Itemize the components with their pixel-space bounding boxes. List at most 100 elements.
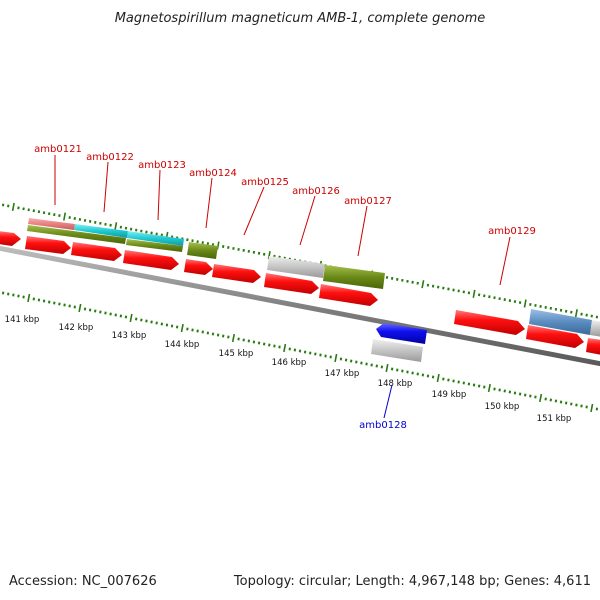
minor-tick [134,317,138,321]
minor-tick [349,359,353,363]
minor-tick [416,372,419,376]
genome-summary-text: Topology: circular; Length: 4,967,148 bp… [233,574,591,589]
minor-tick [1,291,5,295]
minor-tick [262,342,266,346]
cds-arrow-forward[interactable] [586,338,600,355]
minor-tick [585,405,588,409]
kbp-label: 143 kbp [112,331,147,341]
minor-tick [32,297,36,301]
cds-arrow-forward[interactable] [123,250,179,270]
gene-label[interactable]: amb0127 [344,196,392,207]
minor-tick [109,312,112,316]
major-tick [129,313,133,323]
gene-label-leaders [54,155,511,419]
cds-arrow-forward[interactable] [454,310,525,335]
minor-tick [114,313,117,317]
minor-tick [247,339,251,343]
minor-tick [595,407,599,411]
cds-arrow-forward[interactable] [212,264,261,283]
major-tick [11,202,15,211]
major-tick [539,393,543,403]
minor-tick [124,315,128,319]
kbp-label: 147 kbp [325,369,360,379]
major-tick [283,343,287,353]
minor-tick [457,380,460,384]
cds-arrow-forward[interactable] [184,259,213,275]
major-tick [63,212,67,221]
minor-tick [155,321,158,325]
cog-feature-grey-1[interactable] [267,256,325,278]
minor-tick [119,314,123,318]
cog-feature-olive-2[interactable] [126,239,183,252]
minor-tick [7,292,10,296]
rna-feature-pink[interactable] [28,218,75,230]
cog-feature-olive-4[interactable] [323,265,385,289]
kbp-label: 146 kbp [272,358,307,368]
cds-arrow-forward[interactable] [71,242,122,261]
gene-label[interactable]: amb0124 [189,168,237,179]
minor-tick [411,371,414,375]
minor-tick [452,379,455,383]
minor-tick [196,329,199,333]
gene-label[interactable]: amb0129 [488,226,536,237]
gene-label[interactable]: amb0125 [241,177,289,188]
gene-label[interactable]: amb0121 [34,144,82,155]
cds-arrow-forward[interactable] [264,273,319,294]
minor-tick [309,351,312,355]
cog-feature-olive-1[interactable] [27,225,126,244]
minor-tick [83,307,87,311]
minor-tick [150,320,153,324]
minor-tick [442,377,445,381]
minor-tick [406,370,409,374]
cds-arrow-forward[interactable] [319,284,378,306]
kbp-label: 141 kbp [5,315,40,325]
minor-tick [303,350,307,354]
gene-labels: amb0121 amb0122 amb0123 amb0124 amb0125 … [34,144,536,431]
minor-tick [401,369,404,373]
rna-feature-cyan-1[interactable] [74,224,128,238]
minor-tick [252,340,256,344]
gene-label[interactable]: amb0123 [138,160,186,171]
cog-feature-olive-3[interactable] [187,242,218,259]
minor-tick [12,293,15,297]
minor-tick [145,319,148,323]
minor-tick [498,388,501,392]
cog-feature-grey-3[interactable] [371,339,423,362]
cds-arrow-reverse[interactable] [376,323,427,344]
cds-arrow-forward[interactable] [25,236,71,254]
minor-tick [523,393,527,397]
cog-feature-grey-2[interactable] [590,320,600,337]
minor-tick [104,311,107,315]
major-tick [334,353,338,363]
minor-tick [37,298,41,302]
rna-feature-cyan-2[interactable] [127,231,184,246]
gene-label[interactable]: amb0128 [359,420,407,431]
major-tick [231,333,236,343]
minor-tick [68,304,71,308]
cds-arrow-forward[interactable] [0,231,21,246]
minor-tick [477,384,481,388]
major-tick [590,403,594,413]
minor-tick [288,347,291,351]
minor-tick [211,332,215,336]
minor-tick [273,344,276,348]
minor-tick [175,325,179,329]
minor-tick [186,327,189,331]
minor-tick [73,305,77,309]
minor-tick [99,310,102,314]
kbp-label: 149 kbp [432,390,467,400]
minor-tick [518,392,522,396]
minor-tick [94,309,97,313]
gene-label[interactable]: amb0122 [86,152,134,163]
minor-tick [22,295,25,299]
gene-label[interactable]: amb0126 [292,186,340,197]
cds-arrow-forward[interactable] [526,325,584,348]
minor-tick [293,348,297,352]
minor-tick [570,402,573,406]
minor-tick [365,362,368,366]
minor-tick [554,399,558,403]
minor-tick [564,401,568,405]
cog-feature-steelblue[interactable] [529,309,592,335]
minor-tick [344,358,348,362]
